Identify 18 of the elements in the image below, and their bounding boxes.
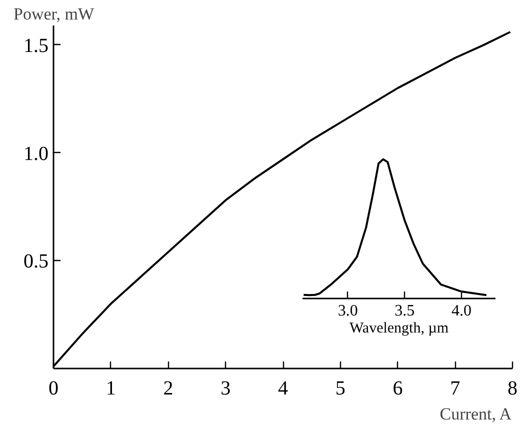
x-tick-label: 7 [450,378,460,400]
x-tick-label: 6 [392,378,403,400]
x-tick-label: 5 [335,378,346,400]
x-tick-label: 8 [508,378,518,400]
y-tick-label: 1.0 [24,142,48,165]
x-axis-title: Wavelength, µm [349,320,449,336]
x-tick-label: 2 [163,378,174,400]
x-tick-label: 3 [220,378,231,400]
x-axis-title: Current, A [440,404,512,424]
x-tick-label: 0 [48,378,58,400]
x-tick-label: 3.0 [338,302,358,320]
x-tick-label: 3.5 [394,302,415,320]
x-tick-label: 4.0 [451,302,472,320]
x-tick-label: 4 [278,378,288,400]
y-axis-title: Power, mW [14,4,95,24]
y-tick-label: 1.5 [24,34,48,57]
y-tick-label: 0.5 [24,250,48,273]
x-tick-label: 1 [106,378,116,400]
